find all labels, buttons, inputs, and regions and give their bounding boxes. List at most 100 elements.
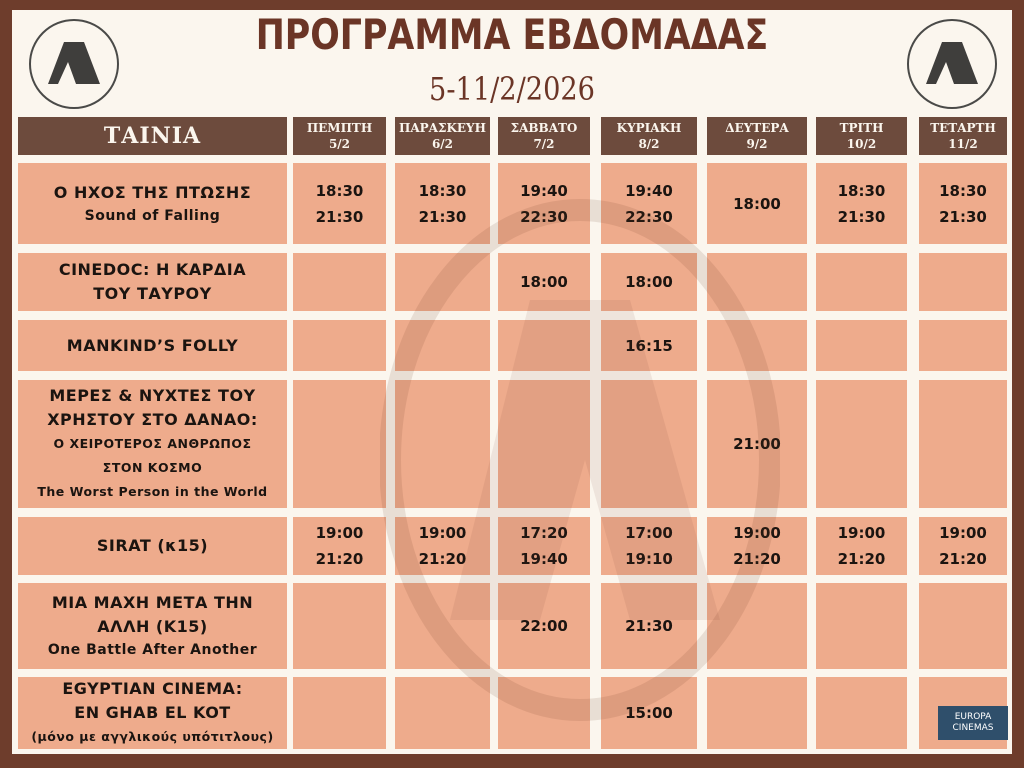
- film-title-line: ΜΙΑ ΜΑΧΗ ΜΕΤΑ ΤΗΝ: [51, 593, 254, 612]
- showtime: 21:20: [315, 550, 364, 568]
- showtime-cell: [498, 380, 590, 508]
- showtime: 22:00: [520, 617, 568, 635]
- film-title-line: MANKIND’S FOLLY: [66, 335, 239, 355]
- showtime: 19:00: [315, 524, 364, 542]
- showtime-cell: [816, 320, 907, 371]
- showtime-cell: [919, 380, 1007, 508]
- badge-line: CINEMAS: [952, 723, 994, 733]
- showtime: 22:30: [520, 207, 568, 226]
- showtime-cell: [816, 583, 907, 669]
- page-title: ΠΡΟΓΡΑΜΜΑ ΕΒΔΟΜΑΔΑΣ: [255, 10, 769, 59]
- film-title-line: (μόνο με αγγλικούς υπότιτλους): [31, 729, 274, 744]
- showtime-cell: [707, 320, 807, 371]
- showtime-cell: [816, 253, 907, 311]
- header-day-1: ΠΑΡΑΣΚΕΥΗ 6/2: [395, 117, 490, 155]
- showtime-cell: 18:00: [498, 253, 590, 311]
- showtime-cell: 17:00 19:10: [601, 517, 697, 575]
- cinema-logo-icon: [29, 19, 119, 109]
- showtime: 18:00: [625, 273, 673, 291]
- showtime: 15:00: [625, 704, 673, 722]
- header-day-5: ΤΡΙΤΗ 10/2: [816, 117, 907, 155]
- showtime-cell: [293, 677, 386, 749]
- day-name: ΤΕΤΑΡΤΗ: [930, 121, 996, 135]
- cinema-logo-icon: [907, 19, 997, 109]
- showtime-cell: [395, 253, 490, 311]
- showtime-cell: 18:00: [601, 253, 697, 311]
- showtime: 18:30: [418, 181, 467, 200]
- film-title-line: ΤΟΥ ΤΑΥΡΟΥ: [93, 284, 212, 303]
- showtime: 17:20: [520, 524, 568, 542]
- showtime-cell: [395, 320, 490, 371]
- day-date: 5/2: [328, 137, 351, 151]
- showtime-cell: 19:40 22:30: [498, 163, 590, 244]
- film-title-line: EN GHAB EL KOT: [74, 703, 231, 722]
- header-day-4: ΔΕΥΤΕΡΑ 9/2: [707, 117, 807, 155]
- showtime-cell: [498, 320, 590, 371]
- showtime-cell: 21:30: [601, 583, 697, 669]
- showtime-cell: [498, 677, 590, 749]
- showtime-cell: 21:00: [707, 380, 807, 508]
- showtime: 21:00: [733, 435, 781, 453]
- showtime-cell: [919, 253, 1007, 311]
- film-title-cell: ΜΕΡΕΣ & ΝΥΧΤΕΣ ΤΟΥ ΧΡΗΣΤΟΥ ΣΤΟ ΔΑΝΑΟ: Ο ΧΕ…: [18, 380, 287, 508]
- showtime-cell: [816, 677, 907, 749]
- showtime-cell: [707, 583, 807, 669]
- header-film: ΤΑΙΝΙΑ: [18, 117, 287, 155]
- showtime: 19:00: [939, 524, 987, 542]
- showtime-cell: 19:00 21:20: [707, 517, 807, 575]
- day-name: ΔΕΥΤΕΡΑ: [725, 121, 789, 135]
- showtime-cell: [919, 320, 1007, 371]
- film-title-cell: Ο ΗΧΟΣ ΤΗΣ ΠΤΩΣΗΣ Sound of Falling: [18, 163, 287, 244]
- showtime: 18:30: [939, 181, 987, 200]
- showtime: 19:40: [520, 181, 568, 200]
- day-name: ΚΥΡΙΑΚΗ: [616, 121, 682, 135]
- film-title-line: CINEDOC: Η ΚΑΡΔΙΑ: [58, 260, 247, 279]
- showtime-cell: 19:40 22:30: [601, 163, 697, 244]
- showtime-cell: [707, 253, 807, 311]
- showtime-cell: [919, 583, 1007, 669]
- showtime-cell: [293, 380, 386, 508]
- showtime-cell: 18:30 21:30: [816, 163, 907, 244]
- showtime: 19:40: [520, 550, 568, 568]
- showtime-cell: 19:00 21:20: [395, 517, 490, 575]
- showtime-cell: [293, 583, 386, 669]
- showtime: 18:30: [315, 181, 364, 200]
- showtime: 21:20: [939, 550, 987, 568]
- film-title-line: ΧΡΗΣΤΟΥ ΣΤΟ ΔΑΝΑΟ:: [47, 410, 258, 429]
- showtime: 21:20: [733, 550, 781, 568]
- showtime: 19:40: [625, 181, 673, 200]
- showtime: 21:30: [939, 207, 987, 226]
- day-date: 9/2: [746, 137, 768, 151]
- showtime: 17:00: [625, 524, 673, 542]
- film-title-line: Ο ΗΧΟΣ ΤΗΣ ΠΤΩΣΗΣ: [53, 182, 252, 202]
- header-day-2: ΣΑΒΒΑΤΟ 7/2: [498, 117, 590, 155]
- day-date: 6/2: [431, 137, 454, 151]
- showtime: 19:00: [837, 524, 886, 542]
- film-title-line: The Worst Person in the World: [37, 484, 268, 499]
- date-range: 5-11/2/2026: [429, 70, 595, 108]
- showtime-cell: 17:20 19:40: [498, 517, 590, 575]
- showtime-cell: [601, 380, 697, 508]
- showtime-cell: 19:00 21:20: [919, 517, 1007, 575]
- showtime-cell: [707, 677, 807, 749]
- showtime-cell: [395, 583, 490, 669]
- film-title-cell: CINEDOC: Η ΚΑΡΔΙΑ ΤΟΥ ΤΑΥΡΟΥ: [18, 253, 287, 311]
- film-title-cell: EGYPTIAN CINEMA: EN GHAB EL KOT (μόνο με α…: [18, 677, 287, 749]
- film-title-cell: ΜΙΑ ΜΑΧΗ ΜΕΤΑ ΤΗΝ ΑΛΛΗ (Κ15) One Battle Af…: [18, 583, 287, 669]
- showtime-cell: 18:30 21:30: [919, 163, 1007, 244]
- header-film-label: ΤΑΙΝΙΑ: [103, 123, 202, 149]
- film-title-line: One Battle After Another: [47, 642, 258, 658]
- film-title-cell: SIRAT (κ15): [18, 517, 287, 575]
- showtime: 21:20: [418, 550, 467, 568]
- day-name: ΠΑΡΑΣΚΕΥΗ: [399, 121, 486, 135]
- badge-line: EUROPA: [954, 712, 992, 722]
- film-title-line: SIRAT (κ15): [96, 536, 209, 555]
- showtime-cell: 18:30 21:30: [395, 163, 490, 244]
- showtime-cell: 16:15: [601, 320, 697, 371]
- showtime-cell: 19:00 21:20: [293, 517, 386, 575]
- day-date: 8/2: [638, 137, 660, 151]
- showtime: 21:30: [315, 207, 364, 226]
- film-title-line: Ο ΧΕΙΡΟΤΕΡΟΣ ΑΝΘΡΩΠΟΣ: [53, 436, 252, 451]
- showtime-cell: 15:00: [601, 677, 697, 749]
- day-name: ΠΕΜΠΤΗ: [306, 121, 373, 135]
